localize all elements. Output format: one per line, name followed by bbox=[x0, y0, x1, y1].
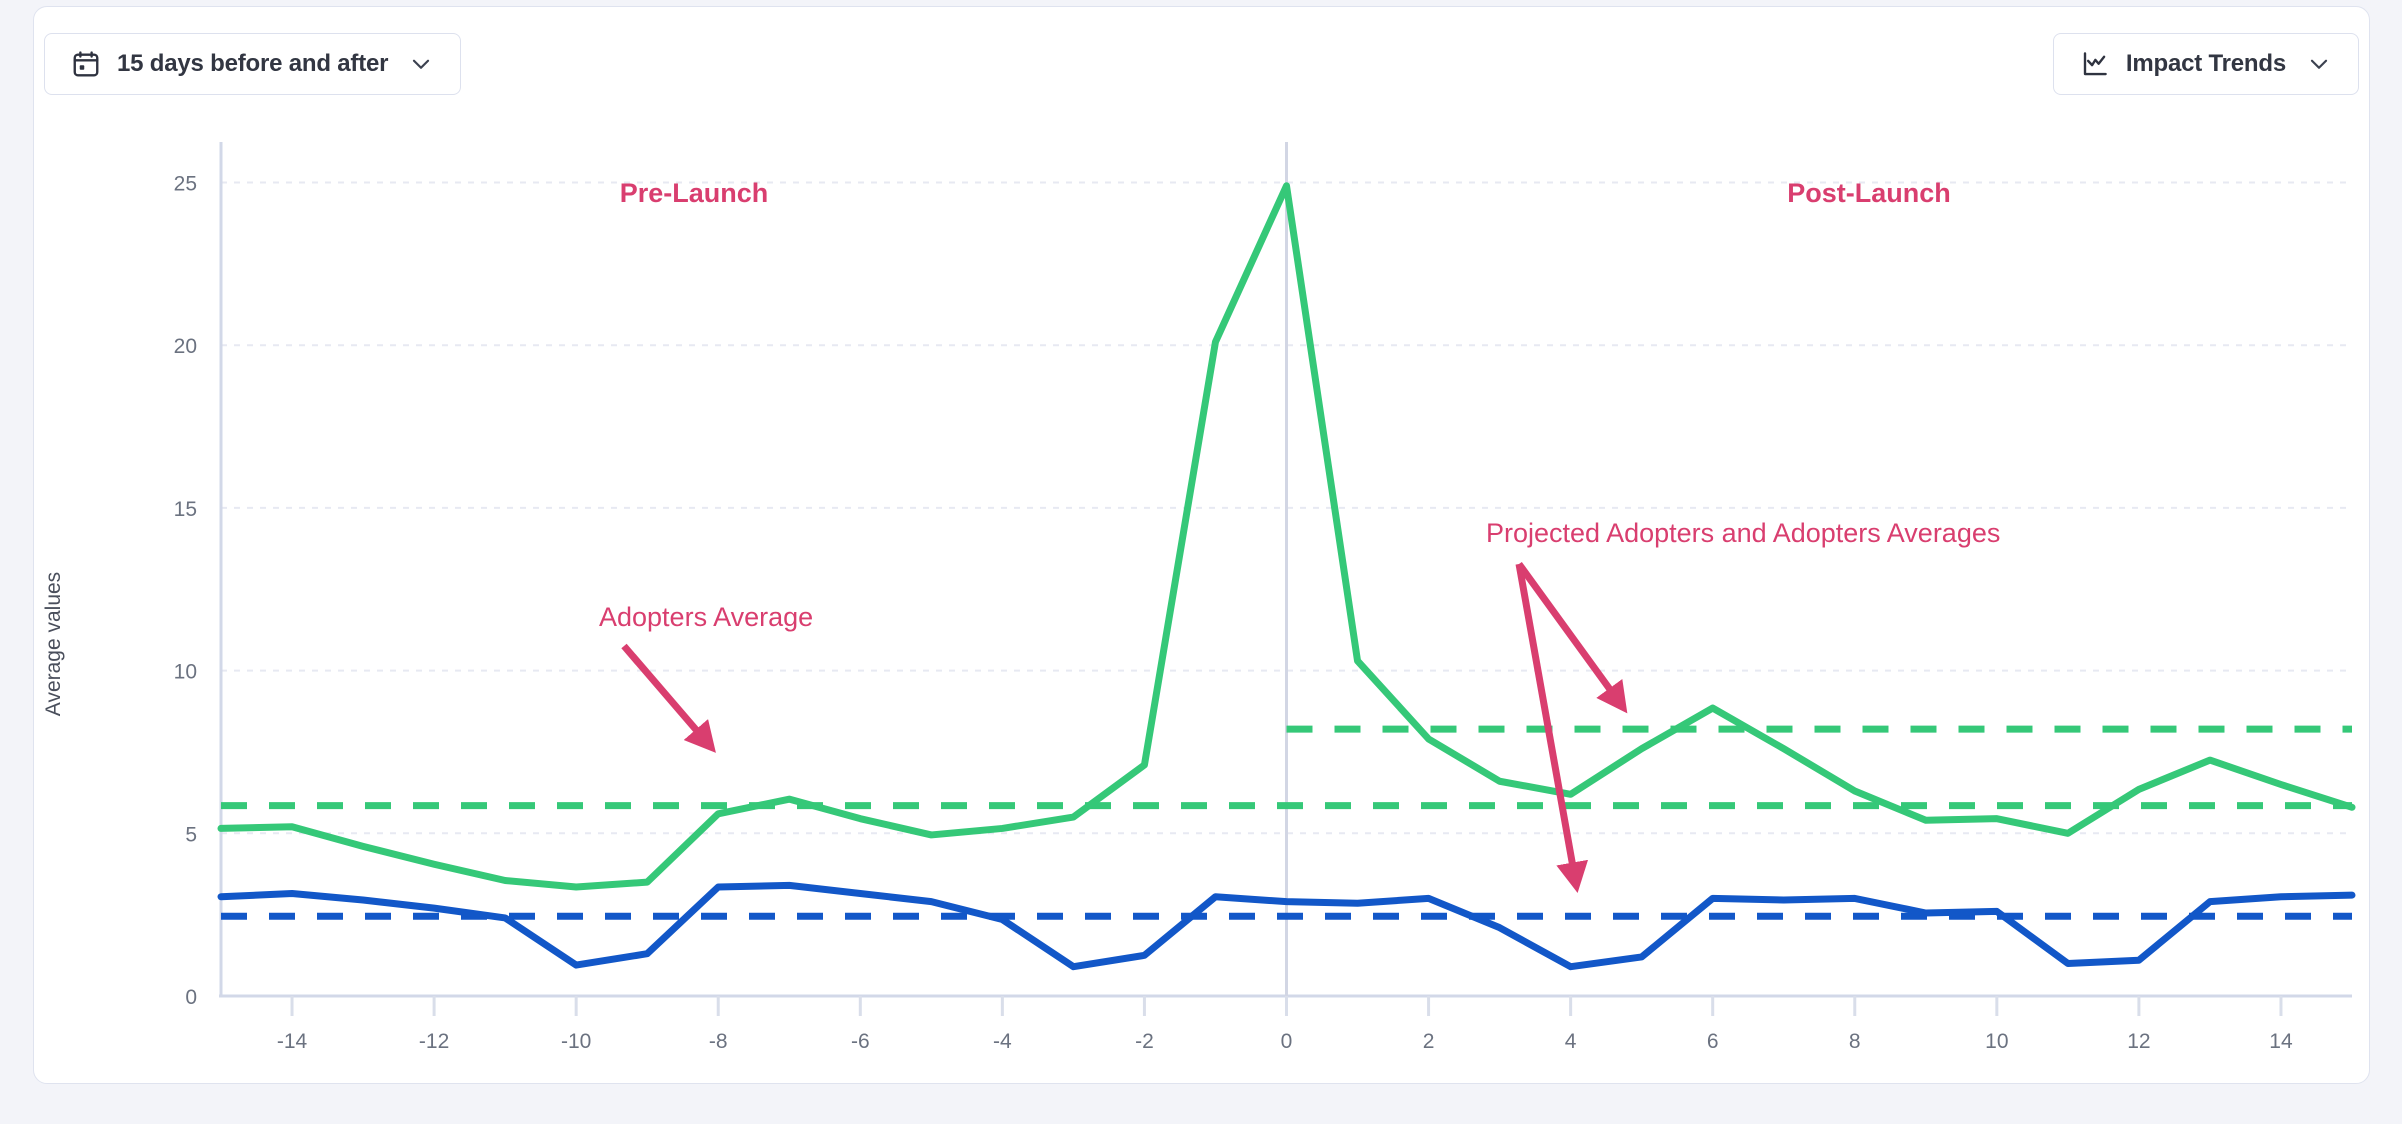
projected-average-arrow-down bbox=[1515, 563, 1589, 893]
x-tick-label: -4 bbox=[993, 1030, 1012, 1053]
x-tick-label: 12 bbox=[2127, 1030, 2150, 1053]
projected-adopters-label: Projected Adopters and Adopters Averages bbox=[1486, 518, 2000, 548]
projected-average-arrow-right bbox=[1516, 561, 1628, 714]
x-tick-label: 8 bbox=[1849, 1030, 1861, 1053]
x-tick-label: -2 bbox=[1135, 1030, 1154, 1053]
y-tick-label: 10 bbox=[174, 661, 197, 684]
x-tick-label: -6 bbox=[851, 1030, 870, 1053]
chart-type-selector[interactable]: Impact Trends bbox=[2052, 33, 2359, 95]
chart-plot-area: 0 5 10 15 20 25 -14 -12 -10 -8 -6 -4 -2 0 2 4 6 8 10 12 14 … bbox=[34, 124, 2369, 1083]
y-tick-label: 25 bbox=[174, 173, 197, 196]
date-range-label: 15 days before and after bbox=[117, 50, 389, 77]
data-series bbox=[217, 182, 2356, 971]
adopters-average-label: Adopters Average bbox=[599, 602, 813, 632]
x-tick-label: 10 bbox=[1985, 1030, 2008, 1053]
calendar-icon bbox=[71, 49, 101, 79]
y-axis-title: Average values bbox=[42, 572, 65, 716]
x-axis-ticks: -14 -12 -10 -8 -6 -4 -2 0 2 4 6 8 10 12 14 bbox=[277, 996, 2293, 1053]
adopters-average-arrow bbox=[621, 643, 716, 753]
chart-toolbar: 15 days before and after Impact Trends bbox=[34, 7, 2369, 124]
chart-card: 15 days before and after Impact Trends bbox=[33, 6, 2370, 1084]
date-range-selector[interactable]: 15 days before and after bbox=[44, 33, 462, 95]
series-line bbox=[217, 182, 2356, 891]
x-tick-label: 14 bbox=[2269, 1030, 2293, 1053]
y-tick-label: 20 bbox=[174, 335, 197, 358]
x-tick-label: 6 bbox=[1707, 1030, 1719, 1053]
line-chart-icon bbox=[2080, 49, 2110, 79]
post-launch-label: Post-Launch bbox=[1787, 178, 1951, 208]
chart-type-label: Impact Trends bbox=[2125, 50, 2286, 77]
reference-lines bbox=[221, 725, 2352, 920]
x-tick-label: -14 bbox=[277, 1030, 308, 1053]
x-tick-label: 4 bbox=[1565, 1030, 1577, 1053]
x-tick-label: 2 bbox=[1423, 1030, 1435, 1053]
y-tick-label: 0 bbox=[185, 986, 197, 1009]
y-tick-label: 15 bbox=[174, 498, 197, 521]
chevron-down-icon[interactable] bbox=[408, 51, 434, 77]
x-tick-label: 0 bbox=[1281, 1030, 1293, 1053]
annotation-arrows bbox=[621, 561, 1628, 893]
chevron-down-icon[interactable] bbox=[2306, 51, 2332, 77]
x-tick-label: -12 bbox=[419, 1030, 449, 1053]
y-tick-label: 5 bbox=[185, 823, 197, 846]
x-tick-label: -8 bbox=[709, 1030, 728, 1053]
pre-launch-label: Pre-Launch bbox=[620, 178, 769, 208]
x-tick-label: -10 bbox=[561, 1030, 591, 1053]
series-line bbox=[217, 881, 2356, 971]
y-axis-ticks: 0 5 10 15 20 25 bbox=[174, 173, 197, 1009]
